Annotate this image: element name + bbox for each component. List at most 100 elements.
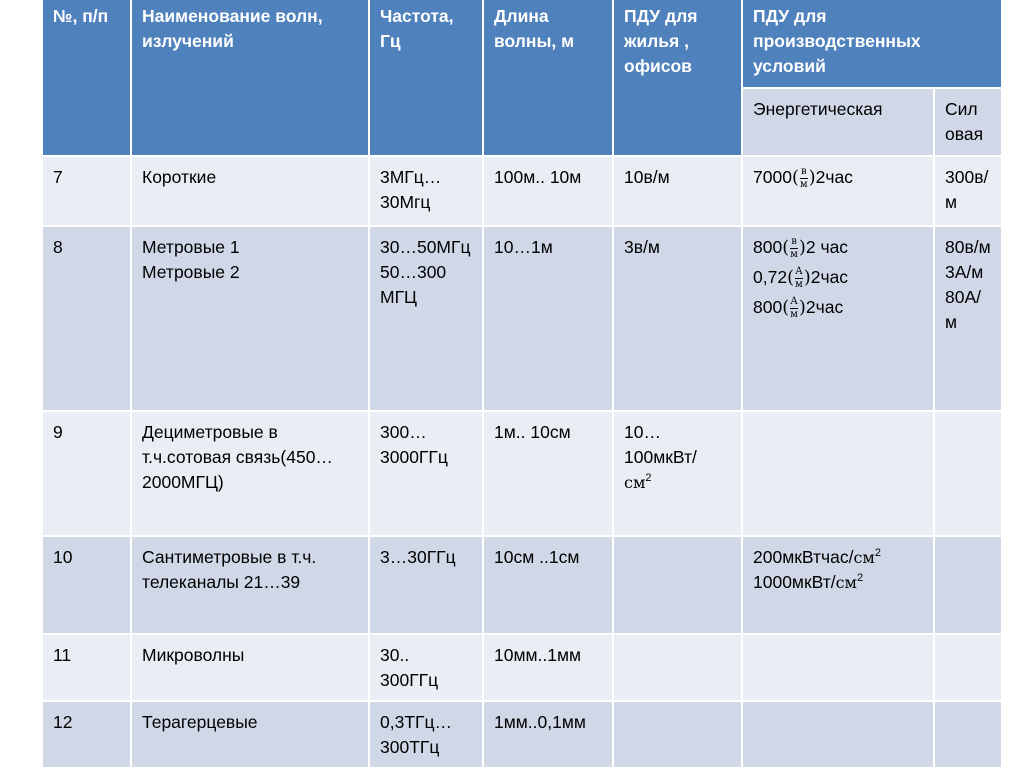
cell-energy: 7000(в м)2час [741,155,935,227]
cell-force [933,700,1003,769]
cell-pdu-home: 10… 100мкВт/см2 [612,410,743,537]
cell-energy [741,700,935,769]
cell-pdu-home-text: 3в/м [624,237,660,257]
header-wave: Длина волны, м [482,0,614,157]
table-row: 10 Сантиметровые в т.ч. телеканалы 21…39 3… [41,535,1003,635]
cell-freq: 0,3ТГц…300ТГц [368,700,484,769]
cell-pdu-home: 10в/м [612,155,743,227]
cell-num-text: 12 [53,712,73,732]
cell-energy: 200мкВтчас/см2 1000мкВт/см2 [741,535,935,635]
header-force: Сил овая [933,87,1003,157]
cell-wave: 10см ..1см [482,535,614,635]
formula: 800(в м)2 час [753,235,849,260]
cell-name-text: Дециметровые в т.ч.сотовая связь(450…200… [142,422,333,492]
header-energy: Энергетическая [741,87,935,157]
unit-text: см [835,573,857,592]
denominator: м [790,308,798,320]
unit-text: см [624,473,646,492]
cell-freq-text: 3МГц…30Мгц [380,167,442,212]
cell-force-text: 300в/м [945,167,989,212]
table-row: 9 Дециметровые в т.ч.сотовая связь(450…20… [41,410,1003,537]
cell-pdu-home [612,700,743,769]
cell-freq-text: 300…3000ГГц [380,422,448,467]
cell-wave: 1м.. 10см [482,410,614,537]
cell-name-text: Микроволны [142,645,245,665]
cell-num: 10 [41,535,132,635]
cell-force [933,535,1003,635]
cell-name: Микроволны [130,633,370,702]
formula-suffix: 2час [815,167,853,187]
cell-num-text: 10 [53,547,73,567]
table-row: 7 Короткие 3МГц…30Мгц 100м.. 10м 10в/м 7000(в… [41,155,1003,227]
table-row: 12 Терагерцевые 0,3ТГц…300ТГц 1мм..0,1мм [41,700,1003,769]
formula-suffix: 2 час [805,237,849,257]
cell-num-text: 7 [53,167,63,187]
cell-freq: 3…30ГГц [368,535,484,635]
numerator: А [790,295,798,307]
formula: 1000мкВт/см2 [753,572,864,592]
cell-num: 8 [41,225,132,412]
formula-coef: 800 [753,297,783,317]
formula-coef: 0,72 [753,267,788,287]
formula-coef: 7000 [753,167,792,187]
formula-suffix: 2час [810,267,849,287]
cell-force: 80в/м 3А/м 80А/м [933,225,1003,412]
cell-name-text: Сантиметровые в т.ч. телеканалы 21…39 [142,547,317,592]
header-pdu-home: ПДУ для жилья , офисов [612,0,743,157]
cell-wave-text: 1мм..0,1мм [494,712,586,732]
cell-name: Сантиметровые в т.ч. телеканалы 21…39 [130,535,370,635]
cell-force-text: 80в/м 3А/м 80А/м [945,237,991,332]
cell-freq: 30.. 300ГГц [368,633,484,702]
formula: 7000(в м)2час [753,165,853,190]
numerator: в [800,165,807,177]
cell-pdu-home-text: 10… 100мкВт/ [624,422,697,467]
cell-num: 7 [41,155,132,227]
table-row: 8 Метровые 1 Метровые 2 30…50МГц 50…300 МГ… [41,225,1003,412]
header-num: №, п/п [41,0,132,157]
formula-suffix: 2час [805,297,844,317]
cell-freq: 3МГц…30Мгц [368,155,484,227]
cell-wave-text: 1м.. 10см [494,422,571,442]
cell-name: Дециметровые в т.ч.сотовая связь(450…200… [130,410,370,537]
cell-wave: 10мм..1мм [482,633,614,702]
cell-freq: 300…3000ГГц [368,410,484,537]
cell-name-text: Терагерцевые [142,712,258,732]
cell-name: Короткие [130,155,370,227]
cell-pdu-home: 3в/м [612,225,743,412]
denominator: м [790,248,798,260]
denominator: м [799,178,808,190]
cell-num-text: 11 [53,645,72,665]
formula-text: 200мкВтчас/ [753,547,854,567]
cell-wave-text: 10мм..1мм [494,645,582,665]
cell-force [933,410,1003,537]
cell-name-text: Метровые 1 Метровые 2 [142,237,240,282]
table-row: 11 Микроволны 30.. 300ГГц 10мм..1мм [41,633,1003,702]
cell-wave: 100м.. 10м [482,155,614,227]
cell-name-text: Короткие [142,167,217,187]
cell-wave: 10…1м [482,225,614,412]
header-freq: Частота, Гц [368,0,484,157]
cell-force [933,633,1003,702]
cell-force: 300в/м [933,155,1003,227]
cell-freq-text: 30…50МГц 50…300 МГЦ [380,237,471,307]
cell-wave: 1мм..0,1мм [482,700,614,769]
cell-pdu-home [612,535,743,635]
formula: 200мкВтчас/см2 [753,547,881,567]
cell-num: 9 [41,410,132,537]
cell-num: 12 [41,700,132,769]
cell-energy [741,410,935,537]
cell-freq: 30…50МГц 50…300 МГЦ [368,225,484,412]
cell-freq-text: 0,3ТГц…300ТГц [380,712,453,757]
cell-num: 11 [41,633,132,702]
numerator: А [795,265,803,277]
cell-name: Терагерцевые [130,700,370,769]
cell-pdu-home-text: 10в/м [624,167,670,187]
numerator: в [791,235,797,247]
